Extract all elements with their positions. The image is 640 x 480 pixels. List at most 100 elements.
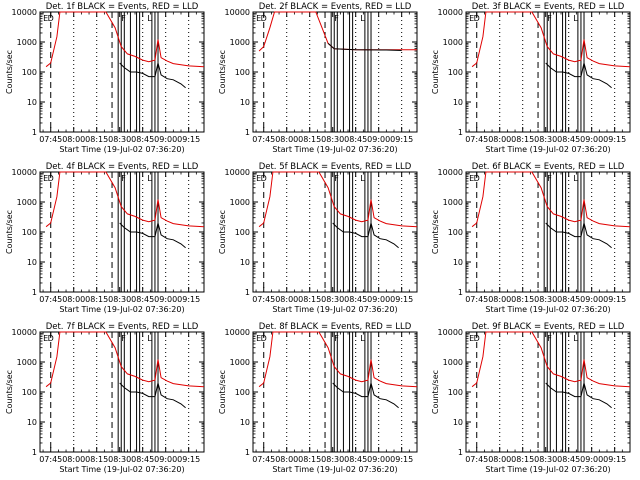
chart-title: Det. 3f BLACK = Events, RED = LLD (472, 2, 625, 12)
events-series-line (332, 382, 399, 409)
lld-series-line (258, 331, 418, 388)
events-series-line (119, 382, 186, 409)
region-label: F (121, 334, 126, 343)
x-tick-label: 08:45 (557, 295, 580, 304)
x-tick-label: 08:15 (85, 295, 108, 304)
chart-title: Det. 1f BLACK = Events, RED = LLD (46, 2, 199, 12)
x-tick-label: 08:30 (534, 295, 557, 304)
lld-series-line (258, 171, 418, 228)
x-tick-label: 07:45 (252, 135, 275, 144)
x-tick-label: 07:45 (252, 295, 275, 304)
y-tick-label: 1 (245, 128, 250, 137)
y-tick-label: 10000 (225, 8, 250, 17)
plot-frame (465, 171, 631, 293)
region-label: D (474, 174, 480, 183)
chart-panel-8: 1 10 100 1000 10000 07:45 08:00 08:15 08:30 08:45… (218, 322, 418, 474)
x-tick-label: 09:15 (603, 135, 626, 144)
region-label: E (43, 14, 48, 23)
x-axis-label: Start Time (19-Jul-02 07:36:20) (272, 145, 397, 154)
y-tick-label: 10 (27, 98, 37, 107)
region-label: F (547, 14, 552, 23)
y-tick-label: 1000 (17, 38, 37, 47)
y-axis-label: Counts/sec (218, 50, 227, 94)
x-tick-label: 08:30 (321, 135, 344, 144)
x-tick-label: 08:15 (298, 135, 321, 144)
y-tick-label: 10 (240, 98, 250, 107)
y-axis-label: Counts/sec (218, 370, 227, 414)
plot-frame (252, 171, 418, 293)
region-label: L (360, 174, 365, 183)
y-tick-label: 1 (245, 448, 250, 457)
x-tick-label: 08:15 (511, 455, 534, 464)
x-axis-label: Start Time (19-Jul-02 07:36:20) (272, 465, 397, 474)
x-tick-label: 08:30 (108, 295, 131, 304)
y-tick-label: 1 (32, 288, 37, 297)
y-tick-label: 100 (448, 228, 463, 237)
x-tick-label: 08:15 (85, 135, 108, 144)
x-tick-label: 09:00 (367, 135, 390, 144)
y-tick-label: 10 (27, 258, 37, 267)
x-tick-label: 09:15 (603, 295, 626, 304)
y-tick-label: 10 (453, 258, 463, 267)
x-tick-label: 08:45 (131, 455, 154, 464)
chart-panel-5: 1 10 100 1000 10000 07:45 08:00 08:15 08:30 08:45… (218, 162, 418, 314)
x-tick-label: 08:30 (321, 455, 344, 464)
y-tick-label: 100 (22, 388, 37, 397)
y-tick-label: 1 (458, 128, 463, 137)
x-tick-label: 09:00 (580, 455, 603, 464)
region-label: D (48, 334, 54, 343)
x-tick-label: 08:45 (557, 455, 580, 464)
region-label: F (547, 334, 552, 343)
y-axis-label: Counts/sec (5, 50, 14, 94)
x-tick-label: 07:45 (39, 135, 62, 144)
x-tick-label: 09:15 (603, 455, 626, 464)
region-label: E (256, 334, 261, 343)
plot-frame (465, 11, 631, 133)
lld-series-line (45, 11, 205, 68)
y-axis-label: Counts/sec (5, 370, 14, 414)
x-tick-label: 08:00 (488, 455, 511, 464)
region-label: D (474, 334, 480, 343)
x-tick-label: 08:00 (488, 295, 511, 304)
lld-series-line (471, 171, 631, 228)
x-tick-label: 07:45 (39, 455, 62, 464)
y-axis-label: Counts/sec (431, 210, 440, 254)
x-tick-label: 08:00 (62, 455, 85, 464)
y-tick-label: 10 (453, 418, 463, 427)
x-tick-label: 08:30 (534, 135, 557, 144)
x-tick-label: 09:15 (177, 295, 200, 304)
chart-title: Det. 7f BLACK = Events, RED = LLD (46, 322, 199, 332)
region-label: E (469, 334, 474, 343)
x-tick-label: 08:45 (344, 455, 367, 464)
x-tick-label: 09:15 (177, 455, 200, 464)
x-axis-label: Start Time (19-Jul-02 07:36:20) (272, 305, 397, 314)
x-tick-label: 08:30 (321, 295, 344, 304)
region-label: D (474, 14, 480, 23)
x-tick-label: 08:15 (298, 295, 321, 304)
y-tick-label: 10000 (438, 168, 463, 177)
x-tick-label: 09:15 (177, 135, 200, 144)
plot-frame (39, 331, 205, 453)
x-tick-label: 08:30 (534, 455, 557, 464)
x-tick-label: 08:00 (275, 455, 298, 464)
chart-panel-2: 1 10 100 1000 10000 07:45 08:00 08:15 08:30 08:45… (218, 2, 418, 154)
y-tick-label: 100 (22, 228, 37, 237)
events-series-line (332, 222, 399, 249)
x-tick-label: 08:00 (275, 135, 298, 144)
x-tick-label: 09:15 (390, 455, 413, 464)
y-tick-label: 10 (240, 418, 250, 427)
chart-panel-7: 1 10 100 1000 10000 07:45 08:00 08:15 08:30 08:45… (5, 322, 205, 474)
events-series-line (545, 222, 612, 249)
chart-title: Det. 2f BLACK = Events, RED = LLD (259, 2, 412, 12)
lld-series-line (45, 331, 205, 388)
region-label: F (121, 174, 126, 183)
y-tick-label: 100 (235, 68, 250, 77)
x-tick-label: 09:15 (390, 135, 413, 144)
chart-title: Det. 5f BLACK = Events, RED = LLD (259, 162, 412, 172)
region-label: F (334, 14, 339, 23)
plot-frame (465, 331, 631, 453)
y-tick-label: 10000 (12, 328, 37, 337)
y-tick-label: 10000 (438, 8, 463, 17)
y-axis-label: Counts/sec (431, 370, 440, 414)
